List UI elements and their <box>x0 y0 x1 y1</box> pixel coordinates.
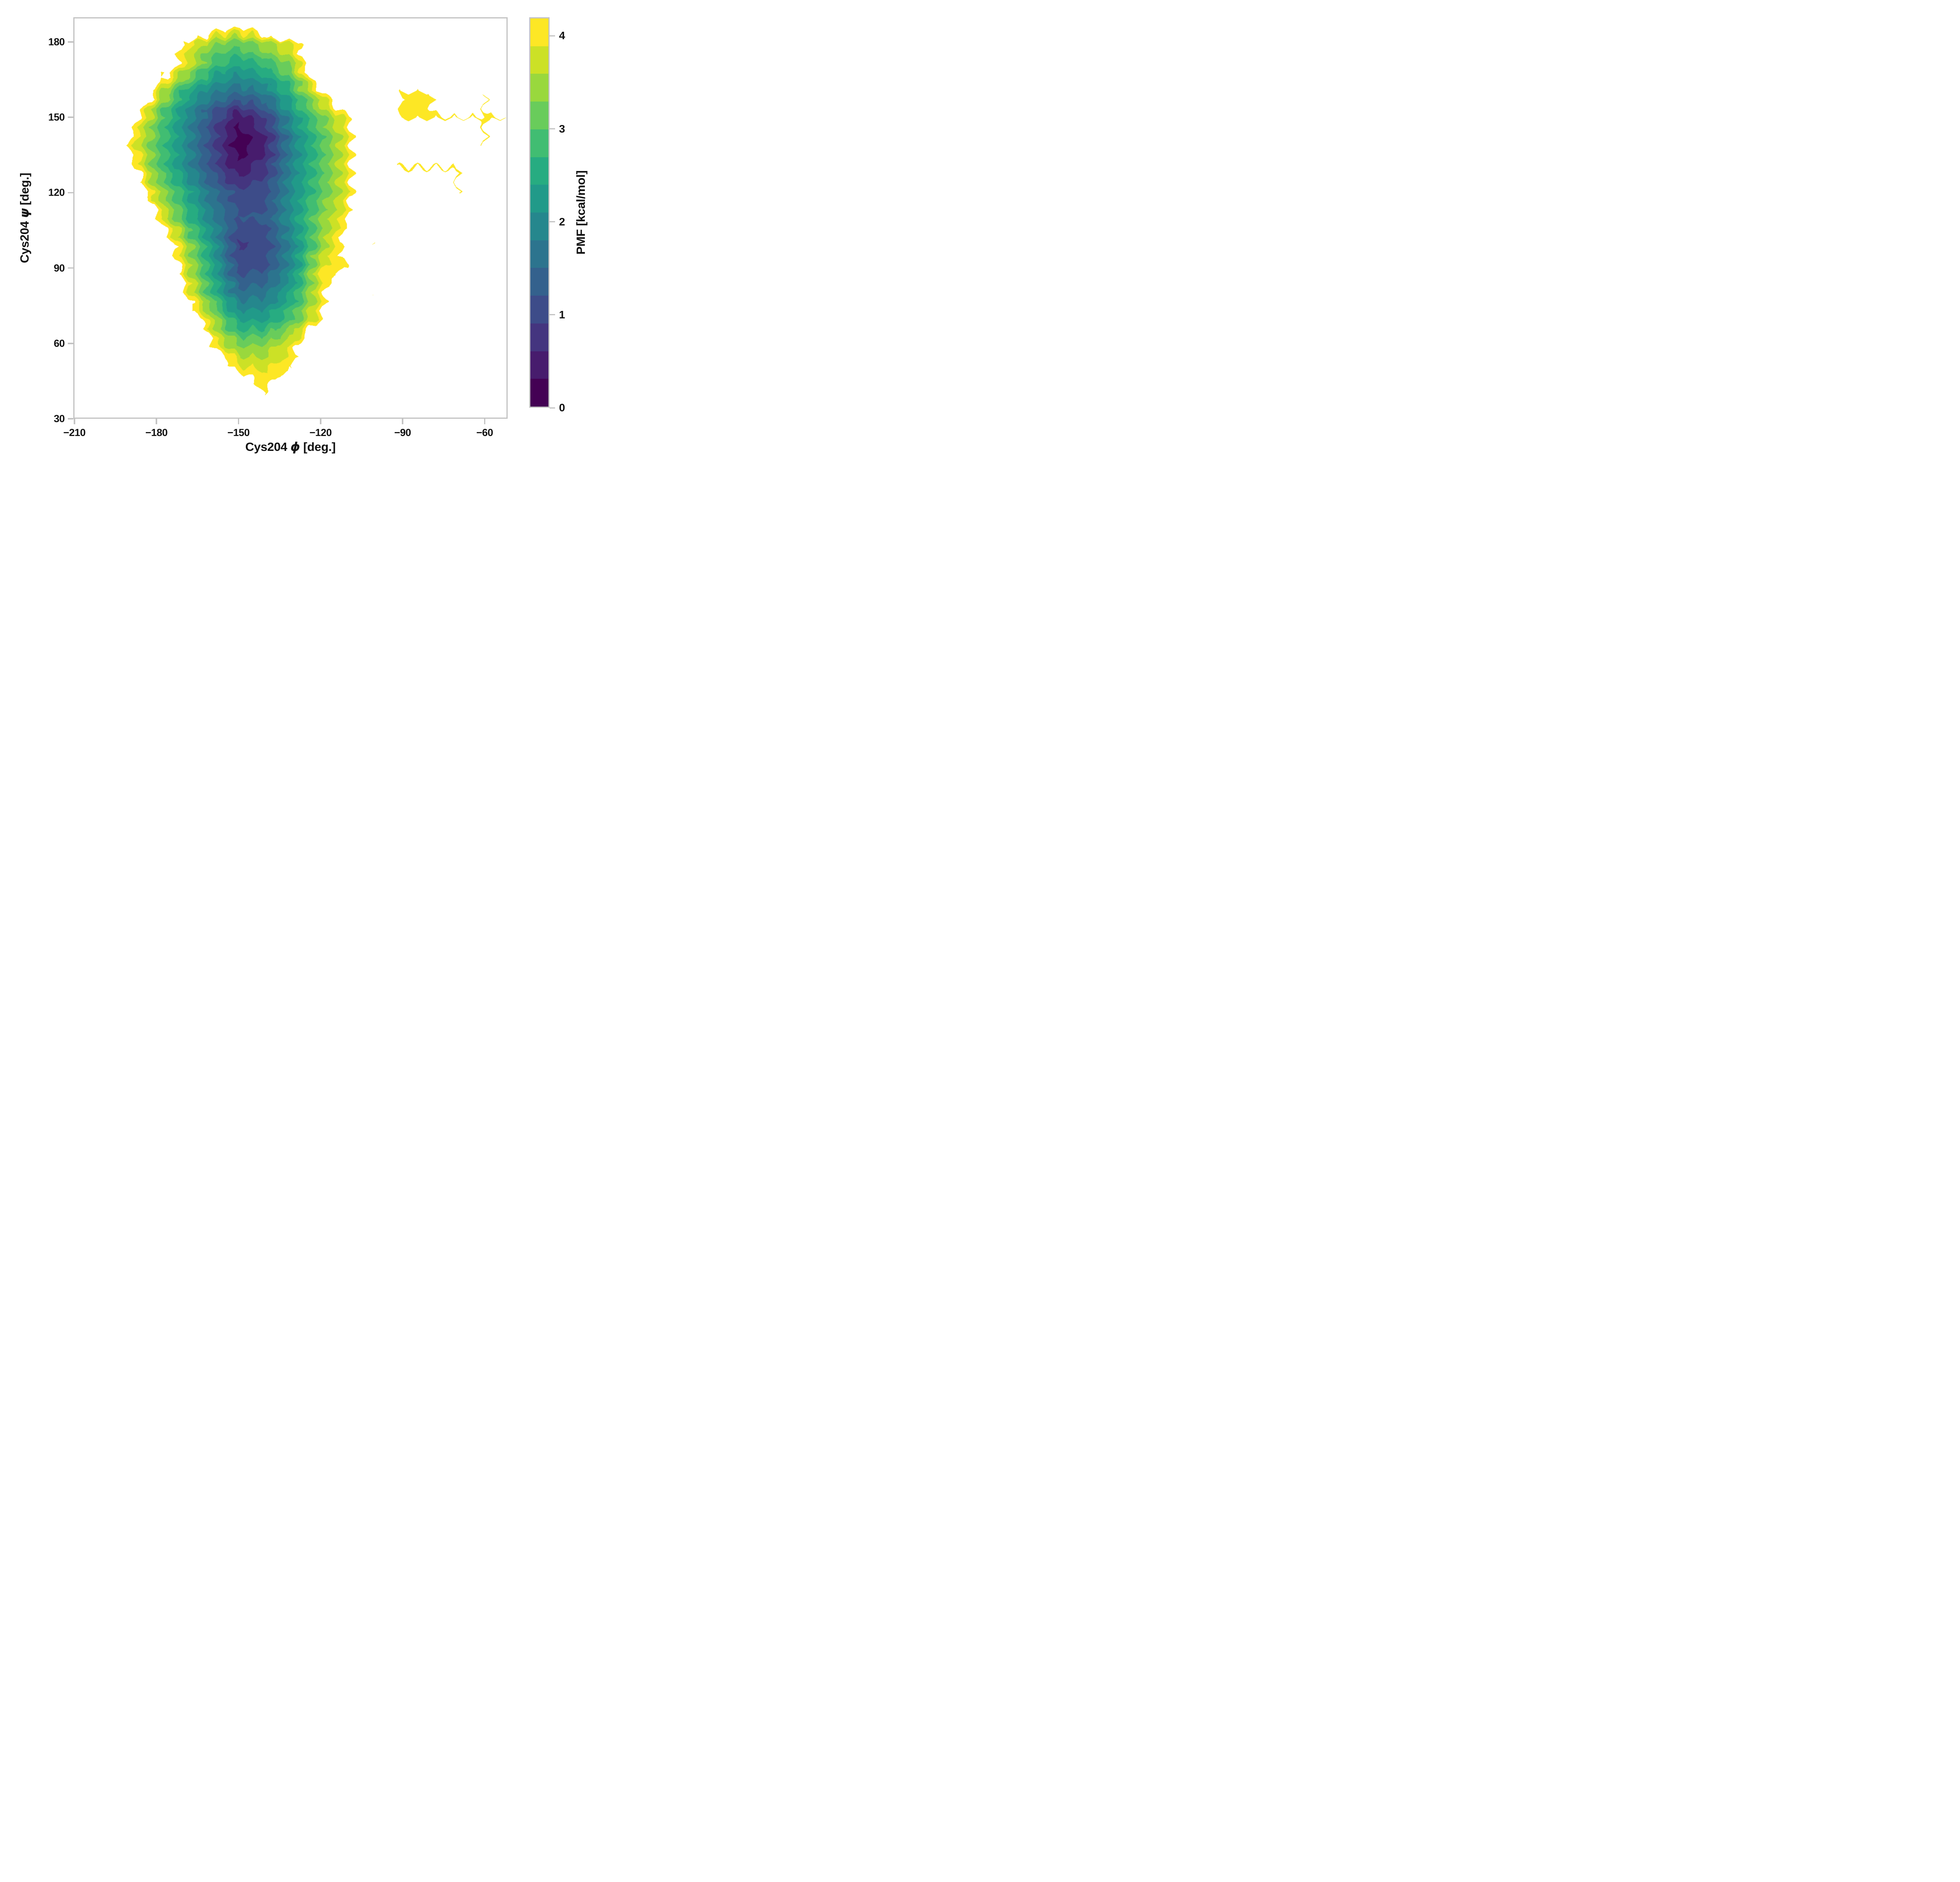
x-tick-mark <box>402 419 403 424</box>
colorbar-band <box>530 157 548 185</box>
colorbar-tick-mark <box>550 407 555 409</box>
colorbar-tick-mark <box>550 128 555 130</box>
x-tick-label: −210 <box>63 427 86 438</box>
colorbar-tick-label: 1 <box>559 308 565 321</box>
colorbar-band <box>530 185 548 213</box>
colorbar <box>529 17 550 408</box>
pmf-contour-figure: −210 −180 −150 −120 −90 −60 30 60 90 120 150 180 C… <box>0 0 627 470</box>
colorbar-tick-label: 2 <box>559 215 565 228</box>
y-tick-mark <box>68 192 73 194</box>
x-tick-mark <box>484 419 486 424</box>
colorbar-tick-mark <box>550 314 555 316</box>
y-tick-label: 60 <box>54 337 65 349</box>
psi-greek-symbol: ψ <box>18 208 32 218</box>
colorbar-tick-label: 0 <box>559 401 565 414</box>
y-tick-mark <box>68 116 73 118</box>
y-tick-label: 120 <box>48 186 65 198</box>
y-tick-label: 90 <box>54 262 65 274</box>
x-tick-label: −150 <box>227 427 250 438</box>
y-tick-mark <box>68 41 73 43</box>
colorbar-tick-mark <box>550 221 555 223</box>
x-tick-label: −180 <box>145 427 168 438</box>
x-tick-label: −120 <box>309 427 332 438</box>
colorbar-band <box>530 323 548 351</box>
plot-area <box>73 17 508 419</box>
x-axis-title-text: Cys204 <box>245 440 290 454</box>
colorbar-band <box>530 102 548 129</box>
x-tick-mark <box>156 419 157 424</box>
y-tick-mark <box>68 267 73 269</box>
colorbar-title: PMF [kcal/mol] <box>574 170 588 255</box>
y-axis-title-text: Cys204 <box>18 218 31 263</box>
colorbar-tick-label: 3 <box>559 122 565 135</box>
contour-plot-canvas <box>74 18 506 417</box>
y-tick-mark <box>68 343 73 344</box>
colorbar-band <box>530 74 548 102</box>
colorbar-band <box>530 268 548 296</box>
colorbar-band <box>530 240 548 268</box>
colorbar-band <box>530 129 548 157</box>
x-tick-mark <box>238 419 240 424</box>
x-tick-mark <box>320 419 321 424</box>
y-axis-title-unit: [deg.] <box>18 173 31 209</box>
colorbar-gradient <box>530 18 548 407</box>
x-tick-mark <box>74 419 75 424</box>
colorbar-tick-mark <box>550 35 555 36</box>
x-tick-label: −60 <box>476 427 493 438</box>
phi-greek-symbol: ϕ <box>290 440 300 454</box>
y-tick-mark <box>68 418 73 420</box>
y-tick-label: 180 <box>48 36 65 48</box>
colorbar-band <box>530 351 548 379</box>
colorbar-tick-label: 4 <box>559 29 565 42</box>
colorbar-band <box>530 213 548 240</box>
colorbar-band <box>530 379 548 407</box>
x-tick-label: −90 <box>394 427 411 438</box>
colorbar-band <box>530 296 548 323</box>
colorbar-band <box>530 46 548 74</box>
y-tick-label: 30 <box>54 412 65 425</box>
x-axis-title-unit: [deg.] <box>300 440 336 454</box>
y-axis-title: Cys204 ψ [deg.] <box>18 173 32 263</box>
x-axis-title: Cys204 ϕ [deg.] <box>245 440 336 454</box>
colorbar-band <box>530 18 548 46</box>
y-tick-label: 150 <box>48 111 65 123</box>
